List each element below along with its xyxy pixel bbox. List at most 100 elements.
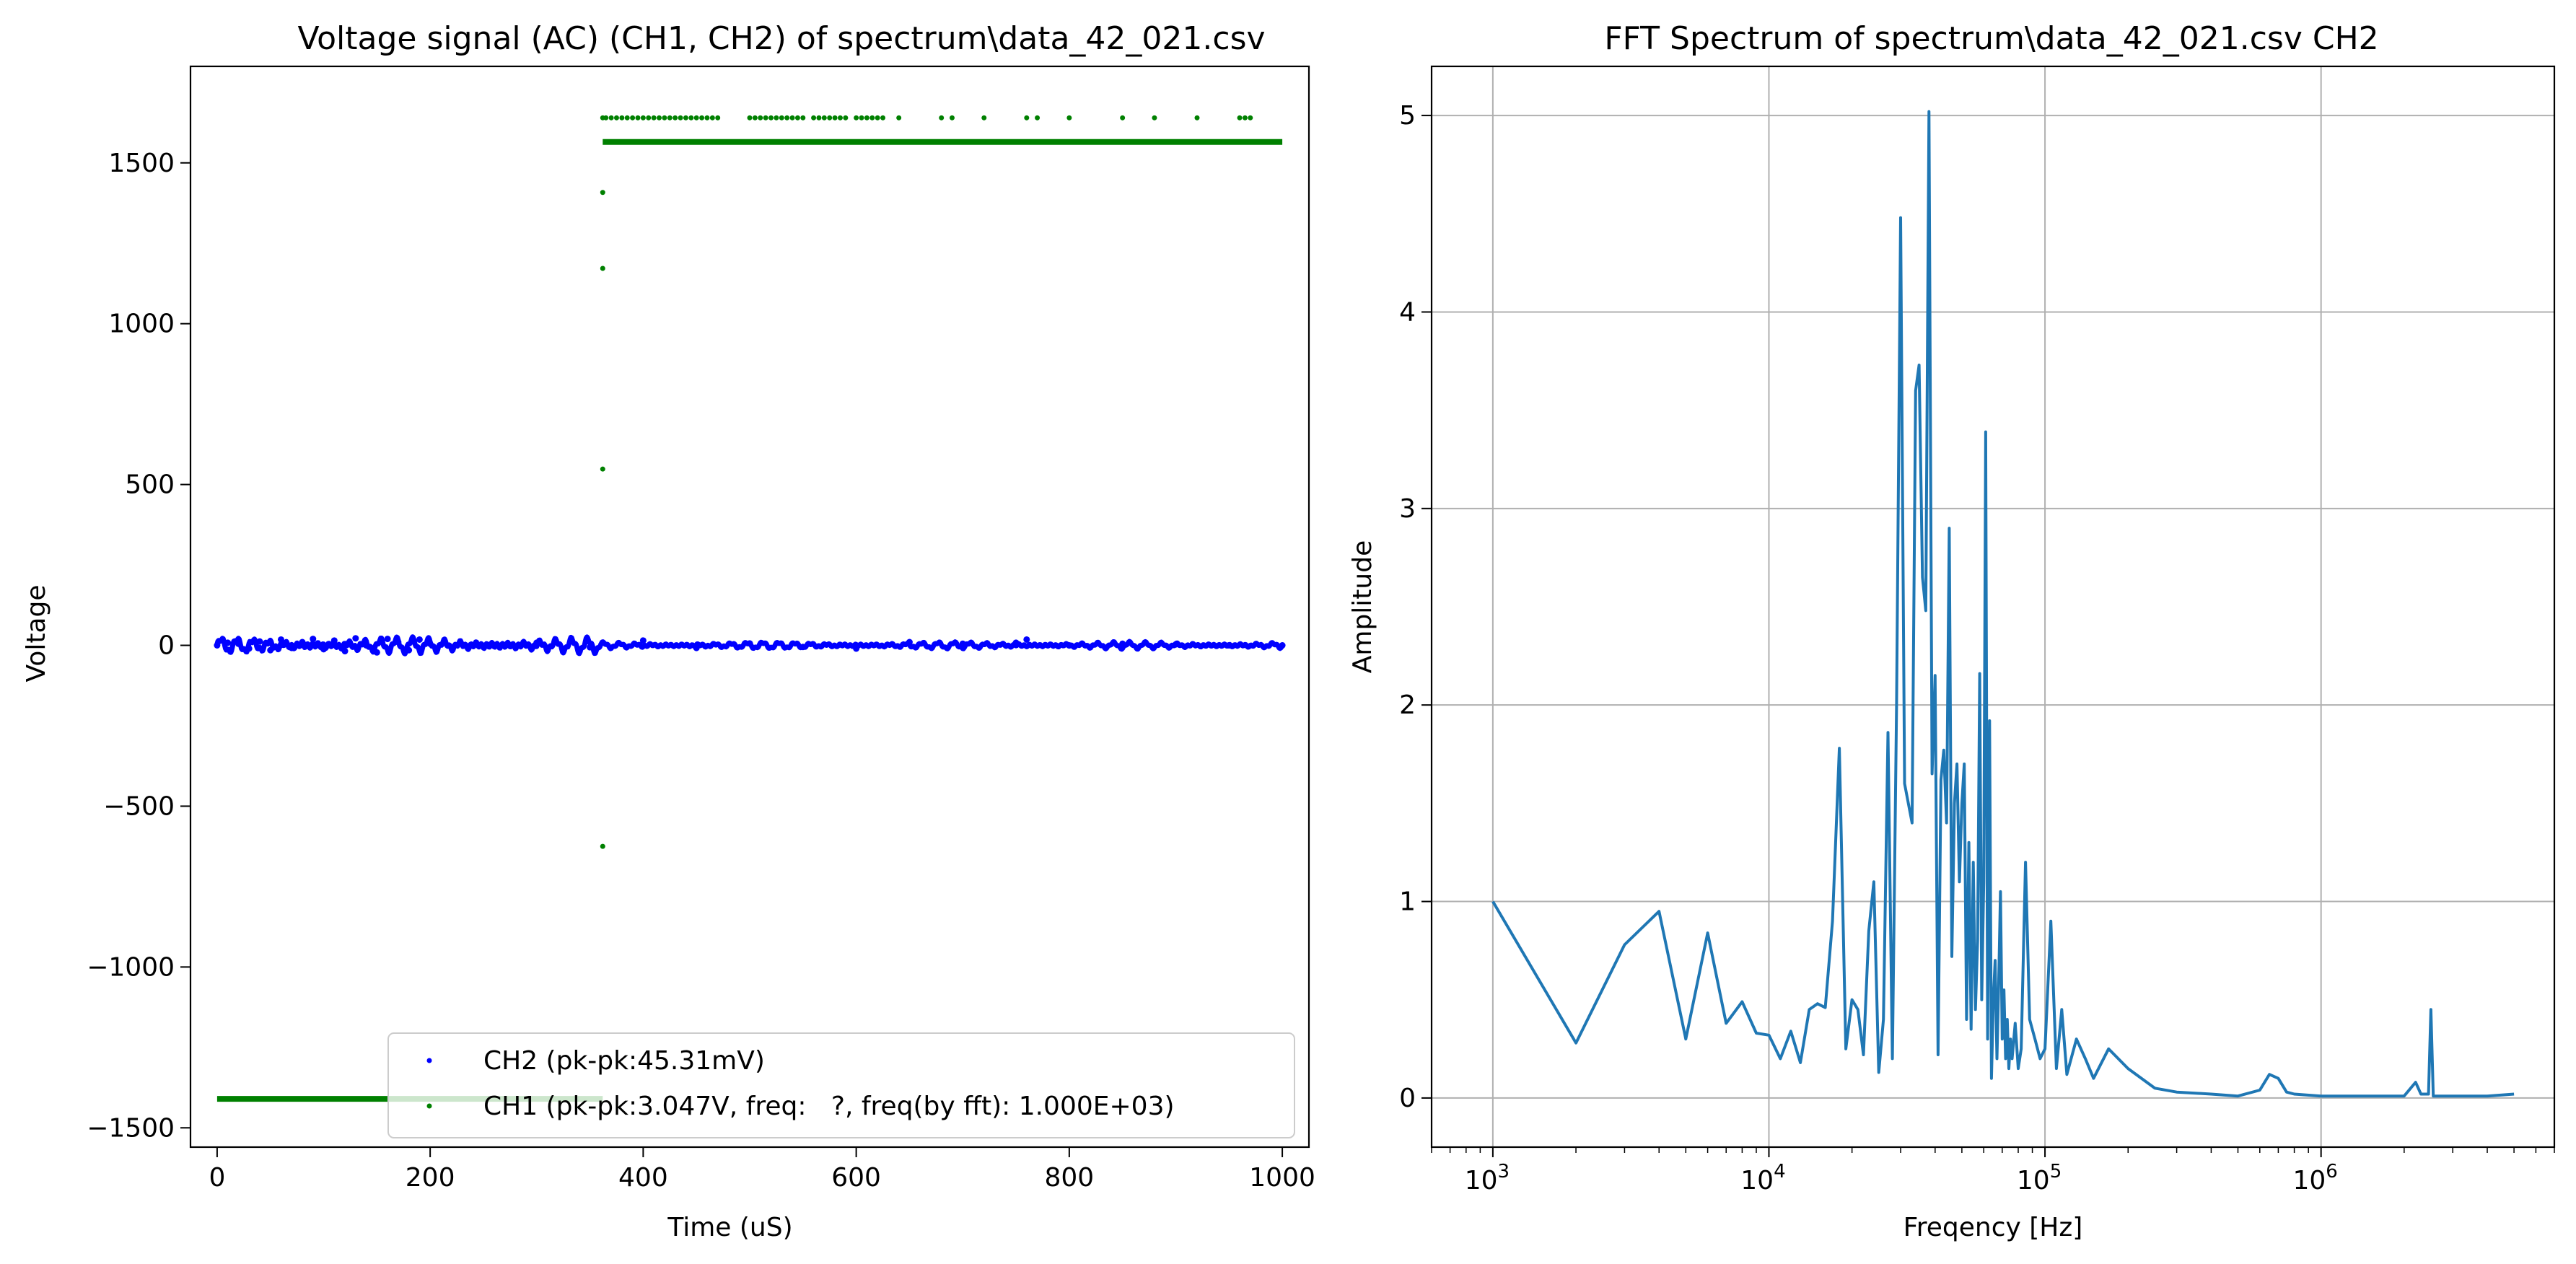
ch1-outlier-point xyxy=(854,115,859,120)
ch2-data-point xyxy=(906,638,913,646)
voltage-y-tick-label: −1500 xyxy=(87,1113,175,1143)
ch1-outlier-point xyxy=(630,115,636,120)
ch2-data-point xyxy=(384,636,391,643)
ch1-outlier-point xyxy=(699,115,705,120)
ch1-outlier-point xyxy=(1237,115,1243,120)
ch2-data-point xyxy=(426,640,434,647)
fft-grid xyxy=(1432,66,2554,1147)
ch2-data-point xyxy=(533,639,540,646)
ch1-outlier-point xyxy=(1120,115,1126,120)
ch1-outlier-point xyxy=(1248,115,1253,120)
ch2-data-point xyxy=(267,646,274,654)
ch2-data-point xyxy=(1066,642,1073,649)
ch1-outlier-point xyxy=(832,115,838,120)
ch1-outlier-point xyxy=(800,115,806,120)
ch1-outlier-point xyxy=(875,115,880,120)
ch1-outlier-point xyxy=(1194,115,1200,120)
voltage-axes-frame xyxy=(189,65,1310,1149)
ch2-data-point xyxy=(310,636,317,643)
fft-y-tick-label: 2 xyxy=(1399,690,1416,720)
voltage-x-tick-label: 600 xyxy=(831,1163,881,1193)
ch2-data-point xyxy=(395,638,402,646)
ch1-outlier-point xyxy=(646,115,652,120)
voltage-y-tick-label: 0 xyxy=(158,631,175,661)
ch1-outlier-point xyxy=(1066,115,1072,120)
fft-x-tick-label: 103 xyxy=(1465,1161,1510,1195)
fft-x-tick-base: 10 xyxy=(1465,1166,1498,1195)
ch1-outlier-point xyxy=(880,115,886,120)
ch2-data-point xyxy=(406,646,413,654)
voltage-y-label: Voltage xyxy=(22,584,51,682)
ch1-outlier-point xyxy=(794,115,800,120)
ch2-data-point xyxy=(587,644,594,651)
fft-y-tick-label: 1 xyxy=(1399,887,1416,917)
ch2-data-point xyxy=(256,638,263,645)
fft-x-tick-exponent: 4 xyxy=(1774,1161,1786,1182)
ch1-outlier-point xyxy=(864,115,869,120)
ch1-outlier-point xyxy=(763,115,768,120)
ch1-outlier-point xyxy=(608,115,614,120)
ch2-data-point xyxy=(288,644,295,651)
fft-x-tick-label: 104 xyxy=(1740,1161,1785,1195)
ch2-data-point xyxy=(299,638,306,646)
ch1-outlier-point xyxy=(1152,115,1157,120)
legend-marker-ch1 xyxy=(426,1103,432,1109)
ch1-outlier-point xyxy=(624,115,630,120)
fft-y-label: Amplitude xyxy=(1348,540,1377,673)
ch1-outlier-point xyxy=(709,115,715,120)
ch2-data-point xyxy=(330,637,338,644)
ch1-outlier-point xyxy=(789,115,795,120)
ch2-data-point xyxy=(480,644,487,651)
voltage-x-tick-label: 1000 xyxy=(1249,1163,1315,1193)
ch1-outlier-point xyxy=(657,115,662,120)
ch2-data-point xyxy=(277,636,284,643)
ch2-data-point xyxy=(235,640,242,647)
ch1-outlier-point xyxy=(693,115,699,120)
ch1-outlier-point xyxy=(747,115,753,120)
ch1-outlier-point xyxy=(784,115,790,120)
ch1-outlier-point xyxy=(613,115,619,120)
fft-y-tick-label: 5 xyxy=(1399,101,1416,131)
ch1-outlier-point xyxy=(619,115,625,120)
fft-x-tick-base: 10 xyxy=(1740,1166,1774,1195)
ch1-outlier-point xyxy=(779,115,784,120)
voltage-ticks: 0 200 400 600 800 1000 −1500 −1000 −500 0 500 1000 1… xyxy=(87,149,1315,1193)
ch1-outlier-point xyxy=(837,115,843,120)
fft-y-tick-label: 4 xyxy=(1399,297,1416,327)
voltage-plot-area xyxy=(214,115,1286,1102)
fft-y-tick-label: 3 xyxy=(1399,494,1416,524)
ch1-outlier-point xyxy=(816,115,822,120)
ch1-outlier-point xyxy=(869,115,875,120)
voltage-legend: CH2 (pk-pk:45.31mV) CH1 (pk-pk:3.047V, f… xyxy=(387,1032,1295,1138)
ch1-outlier-point xyxy=(640,115,646,120)
voltage-y-tick-label: 500 xyxy=(125,470,175,500)
fft-spectrum-line xyxy=(1491,110,2515,1098)
ch1-outlier-point xyxy=(704,115,710,120)
fft-x-tick-label: 105 xyxy=(2017,1161,2062,1195)
voltage-y-tick-label: −1000 xyxy=(87,952,175,982)
voltage-chart-title: Voltage signal (AC) (CH1, CH2) of spectr… xyxy=(297,20,1265,57)
voltage-x-tick-label: 800 xyxy=(1044,1163,1094,1193)
voltage-y-tick-label: −500 xyxy=(103,791,175,821)
legend-box xyxy=(387,1032,1295,1138)
ch2-data-point xyxy=(799,644,807,651)
ch2-data-point xyxy=(959,640,966,647)
ch1-outlier-point xyxy=(859,115,864,120)
ch2-data-point xyxy=(224,639,232,646)
ch1-outlier-point xyxy=(949,115,955,120)
ch2-data-point xyxy=(693,644,700,651)
ch1-transition-point xyxy=(600,265,605,271)
ch2-data-point xyxy=(1119,640,1126,647)
voltage-x-label: Time (uS) xyxy=(667,1213,792,1242)
ch2-data-point xyxy=(320,646,328,653)
ch2-data-point xyxy=(245,645,253,652)
ch2-data-point xyxy=(1012,639,1020,646)
fft-x-tick-exponent: 6 xyxy=(2326,1161,2338,1182)
ch1-outlier-point xyxy=(939,115,945,120)
ch1-outlier-point xyxy=(752,115,758,120)
fft-x-label: Freqency [Hz] xyxy=(1903,1213,2083,1242)
voltage-x-tick-label: 400 xyxy=(618,1163,668,1193)
ch1-outlier-point xyxy=(1035,115,1041,120)
